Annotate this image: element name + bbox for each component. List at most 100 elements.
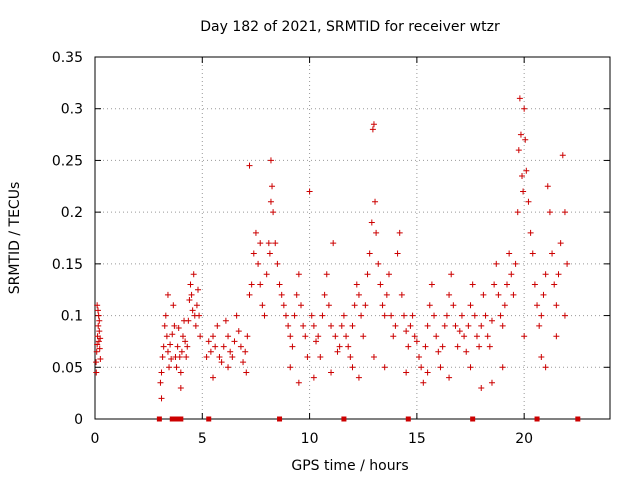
data-point [177,369,184,376]
data-point [482,312,489,319]
data-point [540,291,547,298]
data-point [164,348,171,355]
data-point [557,240,564,247]
x-tick-label: 0 [91,431,100,447]
data-point [186,297,193,304]
data-point [220,343,227,350]
data-point [515,147,522,154]
data-point [93,359,100,366]
data-point [523,167,530,174]
data-point [163,333,170,340]
data-point [225,364,232,371]
data-point [488,379,495,386]
data-point [158,369,165,376]
data-point [499,322,506,329]
data-point [97,356,104,363]
data-point [270,209,277,216]
y-tick-label: 0.3 [61,102,83,118]
data-point [373,229,380,236]
data-point [176,353,183,360]
data-point [187,281,194,288]
data-point [480,291,487,298]
data-point [450,302,457,309]
data-point [420,379,427,386]
data-point [377,281,384,288]
data-point [516,95,523,102]
data-point [355,291,362,298]
data-point [158,395,165,402]
data-point [315,333,322,340]
data-point [422,343,429,350]
data-point [229,353,236,360]
data-point [345,343,352,350]
data-point [295,271,302,278]
data-point [192,322,199,329]
data-point [96,345,103,352]
data-point [185,317,192,324]
data-points [93,95,571,402]
data-point [385,271,392,278]
data-point [95,322,102,329]
x-tick-label: 20 [515,431,533,447]
data-point [96,328,103,335]
data-point [525,198,532,205]
data-point [491,281,498,288]
chart-title: Day 182 of 2021, SRMTID for receiver wtz… [200,19,500,35]
data-point [370,353,377,360]
data-point [278,291,285,298]
data-point [521,333,528,340]
data-point [222,317,229,324]
data-point [512,260,519,267]
data-point [484,333,491,340]
data-point [424,369,431,376]
data-point [306,188,313,195]
gap-marker [405,416,411,422]
data-point [473,333,480,340]
data-point [255,260,262,267]
data-point [274,260,281,267]
data-point [555,271,562,278]
data-point [521,105,528,112]
data-point [347,353,354,360]
data-point [448,271,455,278]
data-point [310,322,317,329]
data-point [94,302,101,309]
data-point [370,121,377,128]
y-tick-label: 0.25 [52,153,83,169]
data-point [542,271,549,278]
data-point [174,343,181,350]
data-point [225,333,232,340]
gap-marker [534,416,540,422]
gap-marker [575,416,581,422]
data-point [168,356,175,363]
y-tick-label: 0.05 [52,360,83,376]
x-axis: 0 5 10 15 20 [91,57,533,447]
data-point [549,250,556,257]
data-point [416,353,423,360]
data-point [390,333,397,340]
gap-marker [277,416,283,422]
data-point [259,302,266,309]
data-point [403,328,410,335]
data-point [166,364,173,371]
y-tick-label: 0.35 [52,50,83,66]
data-point [383,291,390,298]
data-point [325,302,332,309]
data-point [369,126,376,133]
data-point [269,183,276,190]
data-point [287,364,294,371]
data-point [308,312,315,319]
data-point [476,343,483,350]
data-point [522,136,529,143]
data-point [519,172,526,179]
data-point [467,364,474,371]
x-tick-label: 10 [301,431,319,447]
data-point [396,229,403,236]
data-point [218,359,225,366]
data-point [250,250,257,257]
data-point [561,312,568,319]
x-tick-label: 15 [408,431,426,447]
data-point [353,281,360,288]
data-point [280,302,287,309]
data-point [375,260,382,267]
